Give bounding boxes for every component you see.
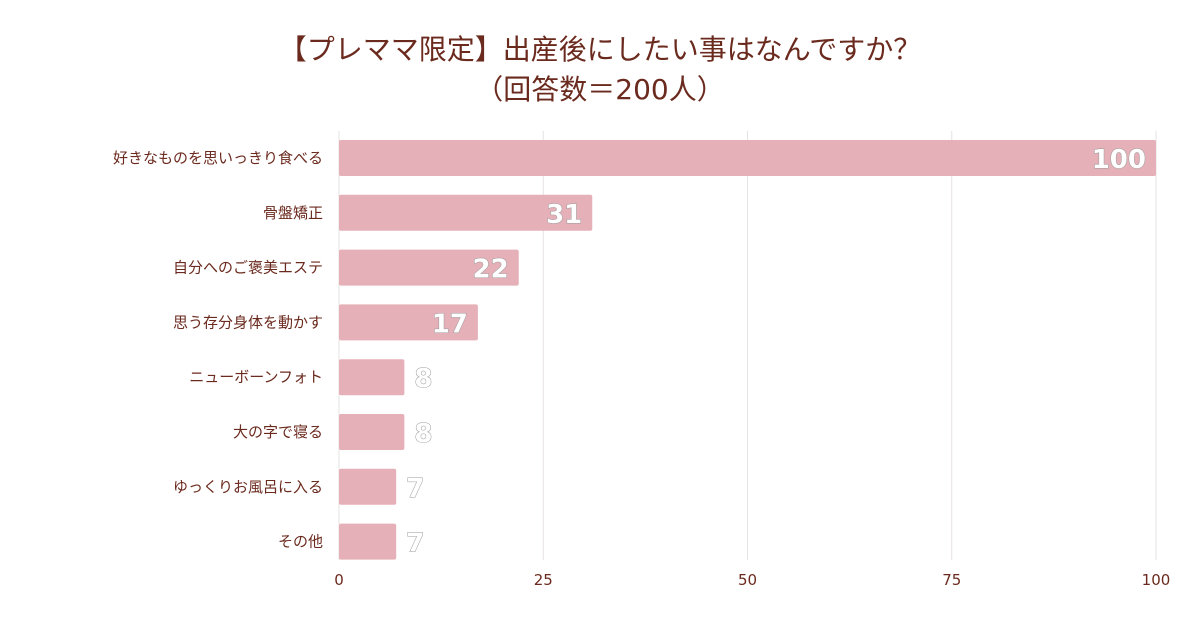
bar-1 xyxy=(339,194,593,231)
category-label-0: 好きなものを思いっきり食べる xyxy=(113,149,323,167)
data-label-6: 7 xyxy=(406,474,424,504)
category-label-7: その他 xyxy=(278,533,323,551)
data-label-0: 100 xyxy=(1092,145,1146,175)
bar-4 xyxy=(339,359,405,396)
x-tick-label-3: 75 xyxy=(942,571,961,589)
bar-3 xyxy=(339,304,478,341)
bar-7 xyxy=(339,523,397,560)
chart-title-line-2: （回答数＝200人） xyxy=(475,73,725,106)
bar-0 xyxy=(339,140,1156,176)
x-tick-label-0: 0 xyxy=(334,571,344,589)
chart-title: 【プレママ限定】出産後にしたい事はなんですか？ （回答数＝200人） xyxy=(0,30,1200,110)
bar-2 xyxy=(339,249,519,286)
x-tick-label-1: 25 xyxy=(534,571,553,589)
data-label-2: 22 xyxy=(473,255,509,285)
category-label-2: 自分へのご褒美エステ xyxy=(173,259,323,277)
bar-6 xyxy=(339,468,397,505)
data-label-7: 7 xyxy=(406,529,424,559)
bar-5 xyxy=(339,414,405,450)
category-label-4: ニューボーンフォト xyxy=(189,368,323,386)
data-label-5: 8 xyxy=(414,419,432,449)
data-label-1: 31 xyxy=(546,200,582,230)
category-label-3: 思う存分身体を動かす xyxy=(173,313,323,331)
data-label-3: 17 xyxy=(432,309,468,339)
category-label-6: ゆっくりお風呂に入る xyxy=(173,478,323,496)
category-label-5: 大の字で寝る xyxy=(233,423,323,441)
x-tick-label-2: 50 xyxy=(738,571,757,589)
category-label-1: 骨盤矯正 xyxy=(263,204,323,222)
x-tick-label-4: 100 xyxy=(1142,571,1171,589)
chart-title-line-1: 【プレママ限定】出産後にしたい事はなんですか？ xyxy=(278,33,922,66)
data-label-4: 8 xyxy=(414,364,432,394)
